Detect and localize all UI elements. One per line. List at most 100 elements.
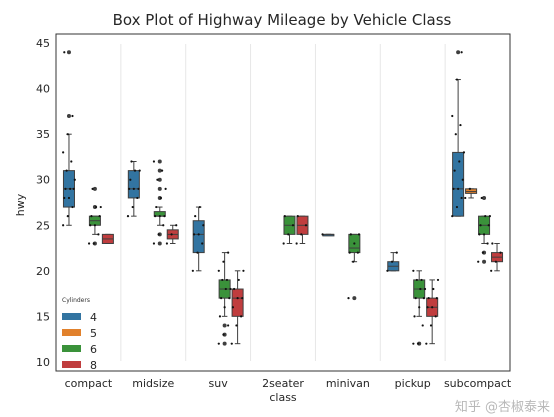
strip-point — [421, 324, 424, 327]
strip-point — [431, 306, 434, 309]
strip-point — [175, 224, 178, 227]
strip-point — [73, 178, 76, 181]
strip-point — [157, 233, 160, 236]
strip-point — [478, 233, 481, 236]
strip-point — [70, 160, 73, 163]
y-tick-label: 40 — [36, 83, 50, 96]
strip-point — [197, 233, 200, 236]
strip-point — [321, 233, 324, 236]
strip-point — [97, 233, 100, 236]
strip-point — [451, 215, 454, 218]
strip-point — [453, 169, 456, 172]
box-flier — [222, 341, 227, 346]
strip-point — [460, 51, 463, 54]
strip-point — [130, 160, 133, 163]
strip-point — [63, 51, 66, 54]
strip-point — [455, 205, 459, 209]
legend-swatch-6 — [62, 345, 81, 352]
strip-point — [136, 196, 139, 200]
strip-point — [152, 242, 156, 245]
strip-point — [229, 287, 232, 291]
strip-point — [295, 242, 298, 245]
strip-point — [98, 215, 101, 218]
box-flier — [157, 241, 162, 246]
box-flier — [456, 50, 461, 55]
strip-point — [230, 342, 233, 345]
strip-point — [72, 187, 75, 190]
legend-swatch-8 — [62, 361, 81, 368]
strip-point — [232, 287, 236, 291]
y-tick-label: 25 — [36, 219, 50, 232]
y-tick-label: 35 — [36, 128, 50, 141]
strip-point — [159, 196, 163, 200]
strip-point — [480, 196, 483, 200]
x-tick-label: subcompact — [444, 377, 512, 390]
strip-point — [94, 205, 98, 209]
strip-point — [347, 297, 350, 300]
y-axis: 10 15 20 25 30 35 40 45 — [36, 37, 50, 369]
box-4-subcompact — [452, 151, 465, 217]
strip-point — [128, 187, 131, 190]
strip-point — [71, 205, 74, 209]
box-flier — [157, 159, 162, 164]
legend: Cylinders 4 5 6 8 — [62, 297, 97, 372]
box-8-suv — [231, 288, 244, 317]
y-tick-label: 20 — [36, 265, 50, 278]
strip-point — [454, 133, 457, 136]
strip-point — [165, 242, 169, 245]
strip-point — [64, 187, 67, 190]
strip-point — [491, 242, 494, 245]
box-flier — [222, 323, 227, 328]
strip-point — [241, 297, 244, 300]
legend-label-8: 8 — [90, 359, 97, 372]
x-tick-label: minivan — [326, 377, 370, 390]
strip-point — [415, 278, 418, 282]
strip-point — [240, 315, 243, 318]
strip-point — [464, 196, 467, 200]
strip-point — [418, 306, 421, 309]
box-flier — [157, 168, 162, 173]
strip-point — [487, 224, 490, 227]
box-4-midsize — [127, 170, 140, 199]
legend-swatch-4 — [62, 313, 81, 320]
strip-point — [283, 215, 286, 218]
strip-point — [99, 205, 102, 209]
strip-point — [287, 233, 290, 236]
y-tick-label: 10 — [36, 356, 50, 369]
strip-point — [192, 233, 196, 236]
strip-point — [221, 278, 224, 282]
strip-point — [479, 224, 482, 227]
strip-point — [435, 297, 438, 300]
strip-point — [132, 187, 135, 190]
strip-point — [67, 196, 71, 200]
box-flier — [157, 177, 162, 182]
strip-point — [237, 278, 240, 282]
strip-point — [154, 215, 157, 218]
strip-point — [395, 251, 398, 254]
legend-swatch-5 — [62, 329, 81, 336]
strip-point — [194, 215, 197, 218]
strip-point — [66, 215, 69, 218]
strip-point — [236, 297, 239, 300]
strip-point — [133, 169, 137, 172]
strip-point — [460, 196, 463, 200]
x-tick-label: pickup — [395, 377, 431, 390]
strip-point — [481, 251, 484, 254]
strip-point — [69, 187, 72, 190]
strip-point — [218, 315, 222, 318]
strip-point — [161, 169, 164, 172]
chart-title: Box Plot of Highway Mileage by Vehicle C… — [113, 11, 452, 29]
strip-point — [291, 224, 295, 227]
strip-point — [222, 333, 225, 336]
strip-point — [423, 287, 427, 291]
strip-point — [300, 233, 303, 236]
x-tick-label: midsize — [132, 377, 174, 390]
strip-point — [477, 260, 480, 263]
watermark-text: 知乎 @杏椒泰来 — [454, 400, 550, 415]
strip-point — [217, 342, 220, 345]
strip-point — [228, 297, 231, 300]
x-axis-label: class — [269, 391, 297, 404]
legend-label-4: 4 — [90, 311, 97, 324]
strip-point — [426, 306, 429, 309]
